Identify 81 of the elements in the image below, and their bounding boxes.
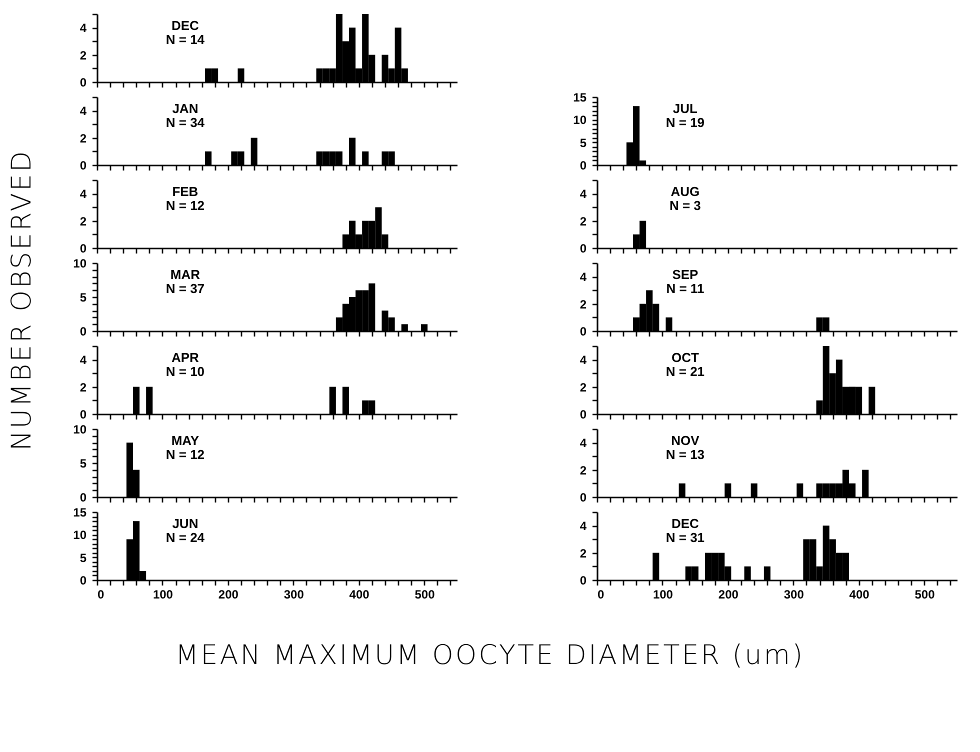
y-tick-label: 10	[73, 528, 87, 542]
text: N = 19	[666, 114, 705, 130]
text: N = 12	[166, 198, 205, 213]
chart-title: MAY	[171, 433, 200, 448]
y-tick-label: 0	[80, 324, 87, 338]
y-tick-label: 2	[80, 131, 87, 146]
chart-title: JUL	[672, 101, 698, 116]
y-tick-label: 2	[80, 48, 87, 62]
y-tick-label: 0	[80, 490, 87, 504]
y-tick-label: 4	[80, 21, 87, 36]
text: N = 12	[166, 446, 205, 462]
y-tick-label: 2	[80, 214, 87, 228]
y-tick-label: 0	[80, 76, 87, 90]
y-tick-label: 4	[580, 270, 587, 284]
x-tick-label: 200	[218, 588, 239, 602]
y-tick-label: 10	[573, 113, 587, 128]
text: N = 11	[666, 280, 704, 296]
y-tick-label: 2	[580, 380, 587, 394]
chart-title: JAN	[172, 101, 198, 116]
text: N = 21	[666, 364, 705, 379]
y-tick-label: 4	[580, 519, 587, 534]
chart-title: AUG	[670, 184, 700, 200]
x-tick-label: 0	[98, 588, 104, 602]
text: N = 37	[166, 280, 205, 296]
chart-title: DEC	[171, 18, 200, 34]
x-tick-label: 400	[849, 588, 870, 602]
text: N = 10	[166, 364, 205, 379]
x-tick-label: 300	[784, 588, 804, 602]
x-tick-label: 400	[349, 588, 370, 602]
text: N = 13	[666, 446, 705, 462]
chart-title: NOV	[671, 433, 700, 448]
y-tick-label: 4	[580, 436, 587, 450]
y-tick-label: 0	[580, 324, 587, 338]
text: N = 3	[669, 198, 701, 213]
y-tick-label: 5	[580, 136, 587, 150]
y-tick-label: 0	[580, 158, 587, 172]
x-tick-label: 0	[598, 588, 604, 602]
y-tick-label: 0	[80, 408, 87, 422]
x-tick-label: 100	[152, 588, 174, 602]
y-tick-label: 0	[80, 158, 87, 172]
y-tick-label: 5	[80, 456, 87, 470]
text: N = 24	[166, 530, 206, 545]
x-tick-label: 500	[414, 588, 436, 602]
y-tick-label: 0	[580, 574, 587, 588]
text: N = 34	[166, 114, 206, 130]
chart-title: MAR	[170, 267, 201, 282]
y-tick-label: 10	[73, 422, 87, 436]
y-tick-label: 4	[80, 187, 87, 202]
y-tick-label: 2	[580, 546, 587, 560]
x-tick-label: 500	[914, 588, 936, 602]
y-tick-label: 4	[80, 353, 87, 368]
x-tick-label: 100	[652, 588, 674, 602]
y-tick-label: 2	[580, 297, 587, 312]
y-tick-label: 2	[80, 380, 87, 394]
chart-title: APR	[171, 350, 200, 366]
x-axis-title: MEAN MAXIMUM OOCYTE DIAMETER (um)	[175, 640, 805, 671]
y-tick-label: 0	[580, 408, 587, 422]
chart-title: OCT	[671, 350, 699, 366]
y-tick-label: 0	[580, 490, 587, 504]
x-tick-label: 200	[718, 588, 739, 602]
chart-title: SEP	[672, 267, 699, 282]
chart-title: FEB	[172, 184, 198, 200]
y-tick-label: 10	[73, 256, 87, 270]
y-tick-label: 2	[580, 214, 587, 228]
y-tick-label: 15	[73, 506, 87, 520]
y-tick-label: 4	[580, 353, 587, 368]
chart-title: JUN	[172, 516, 198, 532]
y-tick-label: 4	[580, 187, 587, 202]
chart-title: DEC	[671, 516, 700, 532]
text: N = 31	[666, 530, 705, 545]
x-tick-label: 300	[284, 588, 304, 602]
y-tick-label: 5	[80, 550, 87, 565]
text: N = 14	[166, 32, 206, 47]
y-tick-label: 0	[80, 242, 87, 256]
y-tick-label: 0	[580, 242, 587, 256]
y-tick-label: 2	[580, 463, 587, 478]
y-tick-label: 4	[80, 104, 87, 118]
y-axis-title: NUMBER OBSERVED	[6, 149, 38, 451]
y-tick-label: 15	[573, 90, 587, 104]
y-tick-label: 0	[80, 574, 87, 588]
y-tick-label: 5	[80, 290, 87, 304]
